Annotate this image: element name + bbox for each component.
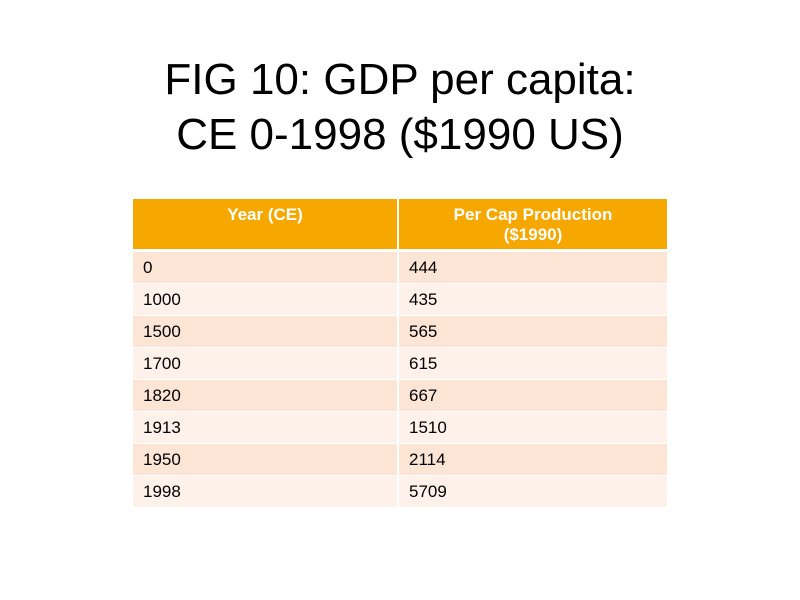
- header-year: Year (CE): [133, 199, 397, 252]
- table-header-row: Year (CE) Per Cap Production ($1990): [133, 199, 667, 252]
- header-year-label: Year (CE): [227, 205, 303, 224]
- cell-year: 0: [133, 252, 397, 284]
- table-row: 1913 1510: [133, 412, 667, 444]
- cell-year: 1000: [133, 284, 397, 316]
- cell-value: 444: [397, 252, 667, 284]
- header-production-label-line-1: Per Cap Production: [453, 205, 613, 224]
- header-production: Per Cap Production ($1990): [397, 199, 667, 252]
- header-production-label-line-2: ($1990): [503, 225, 563, 244]
- cell-year: 1500: [133, 316, 397, 348]
- cell-year: 1913: [133, 412, 397, 444]
- table-row: 0 444: [133, 252, 667, 284]
- table-row: 1950 2114: [133, 444, 667, 476]
- slide-title-line-1: FIG 10: GDP per capita:: [164, 55, 636, 104]
- cell-year: 1820: [133, 380, 397, 412]
- gdp-table: Year (CE) Per Cap Production ($1990) 0 4…: [133, 199, 667, 508]
- cell-value: 565: [397, 316, 667, 348]
- slide-title-line-2: CE 0-1998 ($1990 US): [176, 110, 624, 159]
- cell-value: 435: [397, 284, 667, 316]
- cell-value: 1510: [397, 412, 667, 444]
- slide-title: FIG 10: GDP per capita: CE 0-1998 ($1990…: [0, 52, 800, 162]
- table-row: 1998 5709: [133, 476, 667, 508]
- table-row: 1820 667: [133, 380, 667, 412]
- cell-value: 5709: [397, 476, 667, 508]
- cell-year: 1950: [133, 444, 397, 476]
- cell-value: 667: [397, 380, 667, 412]
- table-row: 1500 565: [133, 316, 667, 348]
- cell-value: 615: [397, 348, 667, 380]
- table-row: 1000 435: [133, 284, 667, 316]
- cell-year: 1998: [133, 476, 397, 508]
- table-row: 1700 615: [133, 348, 667, 380]
- cell-value: 2114: [397, 444, 667, 476]
- cell-year: 1700: [133, 348, 397, 380]
